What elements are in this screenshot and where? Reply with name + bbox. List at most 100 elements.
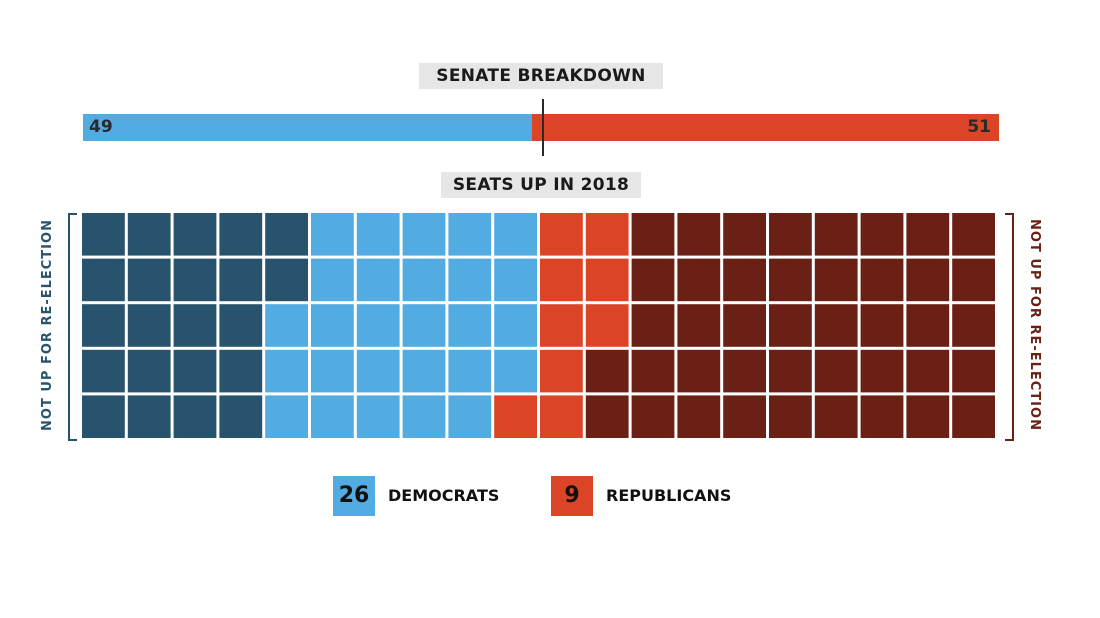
- seat-dem-up: [356, 258, 400, 302]
- seat-dem-up: [265, 395, 308, 438]
- seat-dem-up: [402, 349, 446, 393]
- seat-rep-up: [540, 304, 583, 347]
- seat-dem-up: [265, 349, 308, 393]
- seat-rep-not-up: [585, 349, 629, 393]
- seat-dem-up: [265, 304, 308, 347]
- seat-rep-not-up: [814, 304, 858, 347]
- seat-dem-not-up: [127, 349, 171, 393]
- seat-rep-not-up: [952, 349, 995, 393]
- seat-dem-not-up: [219, 349, 263, 393]
- seat-rep-not-up: [814, 213, 858, 256]
- seat-rep-not-up: [860, 304, 904, 347]
- seat-dem-up: [311, 304, 354, 347]
- seat-rep-not-up: [952, 258, 995, 302]
- seat-dem-not-up: [219, 395, 263, 438]
- seat-rep-not-up: [769, 258, 812, 302]
- seat-dem-up: [311, 395, 354, 438]
- seat-dem-up: [402, 395, 446, 438]
- seat-dem-not-up: [127, 258, 171, 302]
- seat-rep-not-up: [677, 304, 721, 347]
- seat-dem-up: [448, 349, 492, 393]
- seat-dem-not-up: [265, 213, 308, 256]
- seat-rep-not-up: [814, 395, 858, 438]
- seat-rep-not-up: [860, 349, 904, 393]
- republicans-bar-segment: 51: [531, 114, 999, 141]
- seat-dem-up: [356, 349, 400, 393]
- seat-dem-up: [402, 304, 446, 347]
- seat-dem-up: [356, 304, 400, 347]
- seat-rep-up: [540, 258, 583, 302]
- seat-rep-not-up: [814, 349, 858, 393]
- seat-rep-not-up: [723, 304, 766, 347]
- seat-rep-not-up: [769, 349, 812, 393]
- seat-rep-up: [585, 304, 629, 347]
- legend-republicans-label: REPUBLICANS: [606, 486, 732, 505]
- seat-dem-up: [311, 258, 354, 302]
- seat-dem-up: [494, 349, 537, 393]
- seat-rep-not-up: [677, 395, 721, 438]
- seat-dem-not-up: [173, 258, 217, 302]
- seat-dem-up: [448, 304, 492, 347]
- seat-dem-not-up: [82, 395, 125, 438]
- democrats-seat-count: 49: [89, 117, 113, 137]
- seat-rep-not-up: [906, 258, 950, 302]
- seat-rep-not-up: [860, 258, 904, 302]
- republicans-seat-count: 51: [967, 117, 991, 137]
- chart-subtitle: SEATS UP IN 2018: [441, 172, 641, 198]
- seat-dem-up: [402, 258, 446, 302]
- seat-dem-not-up: [219, 258, 263, 302]
- seat-rep-up: [540, 349, 583, 393]
- seat-dem-not-up: [127, 304, 171, 347]
- seat-dem-not-up: [173, 304, 217, 347]
- seat-rep-not-up: [723, 258, 766, 302]
- seat-dem-not-up: [127, 395, 171, 438]
- seat-rep-not-up: [814, 258, 858, 302]
- legend-republicans-count: 9: [551, 476, 593, 516]
- seat-dem-not-up: [219, 213, 263, 256]
- seat-dem-up: [448, 395, 492, 438]
- left-bracket: [68, 213, 77, 441]
- seat-rep-not-up: [631, 349, 675, 393]
- seat-rep-up: [585, 213, 629, 256]
- seat-rep-not-up: [631, 258, 675, 302]
- seat-rep-not-up: [906, 304, 950, 347]
- seat-rep-not-up: [723, 349, 766, 393]
- seat-dem-not-up: [82, 304, 125, 347]
- seat-rep-not-up: [677, 258, 721, 302]
- seat-dem-up: [494, 213, 537, 256]
- seat-dem-not-up: [173, 213, 217, 256]
- right-side-label: NOT UP FOR RE-ELECTION: [1027, 219, 1042, 431]
- seat-rep-up: [585, 258, 629, 302]
- seat-dem-up: [311, 349, 354, 393]
- seat-dem-up: [402, 213, 446, 256]
- seat-dem-up: [356, 213, 400, 256]
- seat-dem-not-up: [82, 258, 125, 302]
- seat-rep-not-up: [906, 395, 950, 438]
- seat-rep-not-up: [723, 395, 766, 438]
- seat-rep-not-up: [860, 213, 904, 256]
- seat-dem-not-up: [173, 349, 217, 393]
- seat-rep-up: [494, 395, 537, 438]
- seat-rep-up: [540, 395, 583, 438]
- seat-rep-not-up: [952, 304, 995, 347]
- seat-rep-not-up: [769, 304, 812, 347]
- seat-dem-not-up: [82, 349, 125, 393]
- seat-rep-not-up: [723, 213, 766, 256]
- chart-title: SENATE BREAKDOWN: [419, 63, 663, 89]
- seat-rep-not-up: [585, 395, 629, 438]
- seat-rep-not-up: [677, 349, 721, 393]
- seat-dem-up: [494, 304, 537, 347]
- seat-dem-up: [311, 213, 354, 256]
- right-bracket: [1005, 213, 1014, 441]
- seat-rep-not-up: [906, 349, 950, 393]
- majority-marker: [542, 99, 544, 156]
- seat-rep-not-up: [769, 213, 812, 256]
- seat-rep-not-up: [631, 213, 675, 256]
- seat-dem-not-up: [265, 258, 308, 302]
- seat-dem-up: [448, 213, 492, 256]
- seat-rep-not-up: [860, 395, 904, 438]
- democrats-bar-segment: 49: [83, 114, 532, 141]
- seat-rep-not-up: [631, 395, 675, 438]
- seat-rep-not-up: [952, 395, 995, 438]
